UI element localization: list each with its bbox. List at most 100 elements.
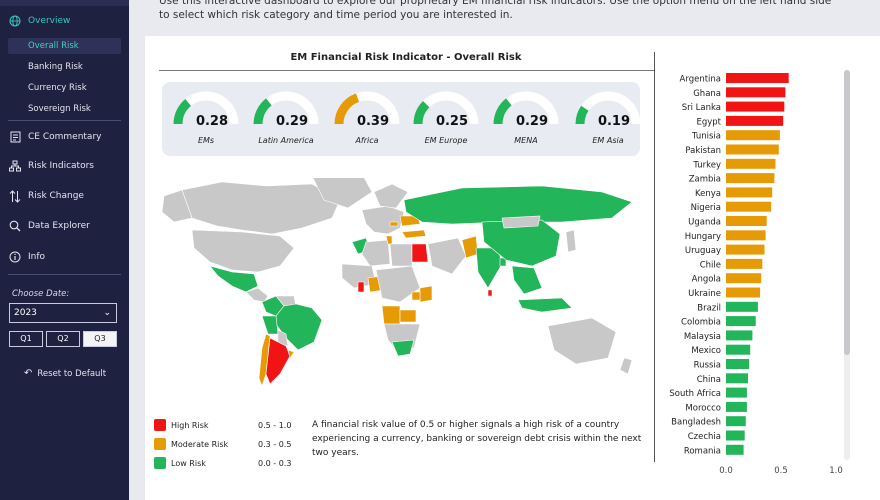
bar[interactable] <box>726 344 751 355</box>
sidebar-divider <box>8 120 121 121</box>
legend-moderate-risk: Moderate Risk 0.3 - 0.5 <box>154 438 291 450</box>
legend-high-risk: High Risk 0.5 - 1.0 <box>154 419 291 431</box>
nav-data-explorer-label: Data Explorer <box>28 221 90 231</box>
bar[interactable] <box>726 258 763 269</box>
bar[interactable] <box>726 173 775 184</box>
sub-item-overall-risk[interactable]: Overall Risk <box>8 38 121 54</box>
bar-label: Bangladesh <box>671 418 721 428</box>
gauge-fill <box>493 98 512 125</box>
globe-icon <box>8 14 22 28</box>
bar[interactable] <box>726 330 753 341</box>
gauge-label: Africa <box>355 136 379 145</box>
bar-label: Uganda <box>688 218 721 228</box>
quarter-button-q2[interactable]: Q2 <box>46 331 80 347</box>
bar-label: Sri Lanka <box>682 103 721 113</box>
year-select[interactable]: 2023 ⌄ <box>9 303 117 323</box>
map-region-peru <box>261 315 279 335</box>
intro-text: Use this interactive dashboard to explor… <box>159 0 832 21</box>
bar[interactable] <box>726 401 747 412</box>
bar[interactable] <box>726 244 765 255</box>
map-region-zambia <box>399 309 417 323</box>
legend-note: A financial risk value of 0.5 or higher … <box>312 420 642 458</box>
map-region-chile <box>258 333 271 387</box>
nav-ce-commentary[interactable]: CE Commentary <box>8 130 101 144</box>
nav-info-label: Info <box>28 252 46 262</box>
bar[interactable] <box>726 359 750 369</box>
world-map[interactable] <box>162 178 647 390</box>
map-region-sri-lanka <box>487 289 493 297</box>
legend-label-low: Low Risk <box>171 458 206 468</box>
legend-label-high: High Risk <box>171 420 209 430</box>
hierarchy-icon <box>8 159 22 173</box>
sidebar-top-bar <box>0 0 129 6</box>
bar[interactable] <box>726 273 762 284</box>
bar[interactable] <box>726 73 789 83</box>
bar[interactable] <box>726 216 767 226</box>
gauge-fill <box>413 101 430 125</box>
bar[interactable] <box>726 416 746 427</box>
chevron-down-icon: ⌄ <box>103 308 111 318</box>
map-region-mexico <box>209 265 259 293</box>
bar-label: Zambia <box>689 175 721 185</box>
sub-item-sovereign-risk[interactable]: Sovereign Risk <box>28 104 91 114</box>
reset-button[interactable]: ↶ Reset to Default <box>24 368 106 379</box>
legend-swatch-moderate <box>154 438 166 450</box>
nav-risk-indicators[interactable]: Risk Indicators <box>8 159 94 173</box>
bar[interactable] <box>726 387 747 398</box>
bar[interactable] <box>726 101 785 112</box>
x-tick-label: 0.0 <box>719 466 733 476</box>
map-region-india <box>475 247 503 289</box>
bar-label: Nigeria <box>691 203 721 213</box>
bar-label: Angola <box>692 275 721 285</box>
bar[interactable] <box>726 230 766 241</box>
bar[interactable] <box>726 444 744 455</box>
bar[interactable] <box>726 201 772 212</box>
nav-data-explorer[interactable]: Data Explorer <box>8 219 90 233</box>
bar[interactable] <box>726 301 758 312</box>
bar[interactable] <box>726 87 786 98</box>
undo-icon: ↶ <box>24 368 33 379</box>
map-region-central-africa <box>375 265 421 303</box>
nav-info[interactable]: Info <box>8 250 45 264</box>
bar-label: Romania <box>684 446 721 456</box>
bar-label: Ukraine <box>688 289 721 299</box>
sub-item-banking-risk[interactable]: Banking Risk <box>28 62 83 72</box>
bar-label: South Africa <box>669 389 721 399</box>
map-region-hungary <box>389 221 399 227</box>
bar[interactable] <box>726 158 776 169</box>
quarter-button-q3[interactable]: Q3 <box>83 331 117 347</box>
gauge-label: EM Asia <box>592 136 624 145</box>
quarter-button-q1[interactable]: Q1 <box>9 331 43 347</box>
info-icon <box>8 250 22 264</box>
bar[interactable] <box>726 115 784 126</box>
vertical-divider <box>654 52 655 462</box>
gauge-label: MENA <box>514 136 538 145</box>
bar-label: Ghana <box>693 89 721 99</box>
bar[interactable] <box>726 144 779 155</box>
bar[interactable] <box>726 430 745 441</box>
reset-label: Reset to Default <box>37 368 107 379</box>
map-region-mongolia <box>501 215 541 229</box>
bar[interactable] <box>726 316 756 327</box>
gauge-fill <box>575 105 589 125</box>
gauge-fill <box>253 98 272 125</box>
map-region-west-africa <box>341 263 377 289</box>
map-region-argentina <box>265 337 291 385</box>
scrollbar-thumb[interactable] <box>844 70 850 355</box>
nav-risk-change-label: Risk Change <box>28 191 84 201</box>
gauge-label: EMs <box>197 136 215 145</box>
bar-label: China <box>697 375 721 385</box>
bar[interactable] <box>726 130 780 141</box>
map-region-scandinavia <box>373 183 409 209</box>
map-region-russia <box>403 185 633 225</box>
legend-label-moderate: Moderate Risk <box>171 439 229 449</box>
bar[interactable] <box>726 373 748 384</box>
bar[interactable] <box>726 287 761 298</box>
gauge-em-europe: 0.25 EM Europe <box>408 90 484 152</box>
sub-item-currency-risk[interactable]: Currency Risk <box>28 83 87 93</box>
map-region-middle-east <box>427 237 467 275</box>
nav-overview[interactable]: Overview <box>8 14 70 28</box>
nav-risk-change[interactable]: Risk Change <box>8 189 84 203</box>
bar[interactable] <box>726 187 773 198</box>
legend-range-high: 0.5 - 1.0 <box>258 420 292 430</box>
